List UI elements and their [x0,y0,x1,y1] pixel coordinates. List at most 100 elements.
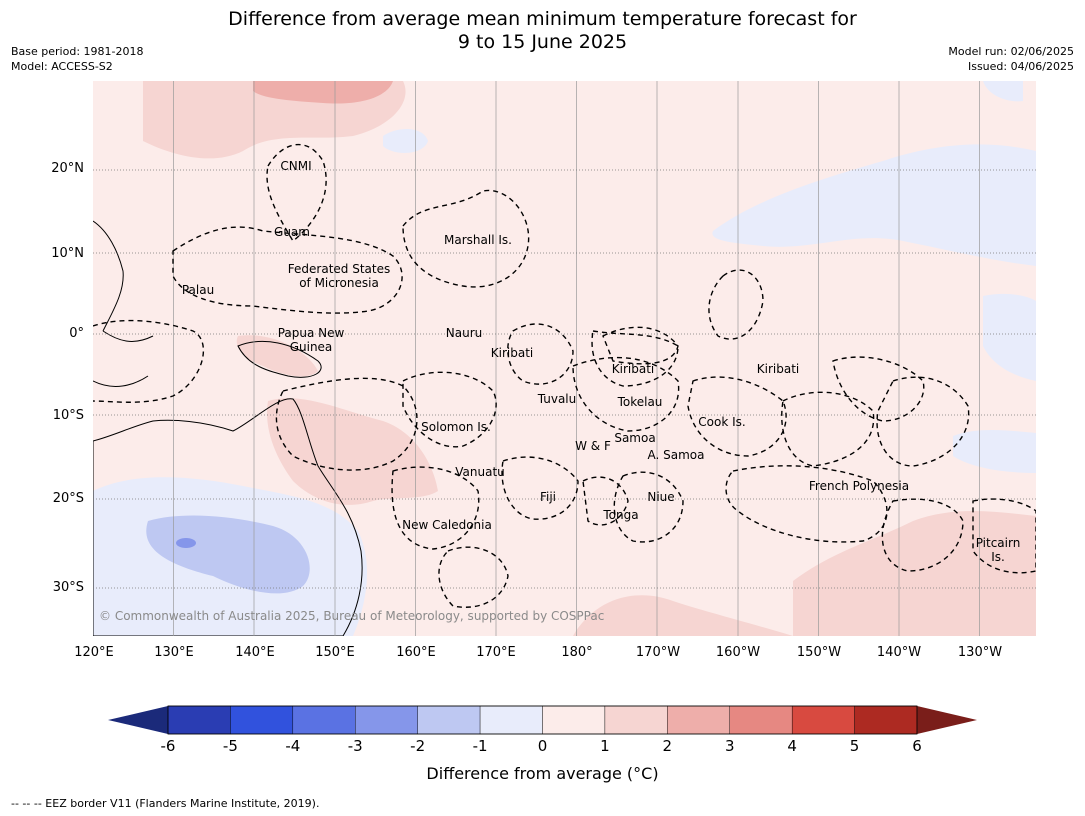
colorbar-tick-label: -6 [160,737,176,755]
colorbar-cell [167,705,231,735]
lon-label-130e: 130°E [154,645,194,660]
lon-label-140w: 140°W [876,645,922,660]
colorbar-cell [667,705,730,735]
anomaly-1-2-png [236,335,318,377]
place-niue: Niue [647,490,675,504]
place-png-line-1: Papua New [277,326,345,340]
colorbar-tick-label: 2 [662,737,673,755]
place-solomon-islands: Solomon Is. [421,420,491,434]
lon-label-140e: 140°E [235,645,275,660]
place-kiribati-central: Kiribati [611,362,655,376]
lon-label-170e: 170°E [476,645,516,660]
coastline-new-guinea [237,340,322,378]
place-fsm-line-1: Federated States [287,262,391,276]
place-tonga: Tonga [603,508,639,522]
colorbar-tick-label: -3 [347,737,363,755]
base-period: Base period: 1981-2018 [11,45,144,58]
place-pitcairn: Pitcairn Is. [976,536,1021,564]
lat-label-0: 0° [69,326,84,341]
meta-left: Base period: 1981-2018 Model: ACCESS-S2 [11,44,143,74]
lat-label-10s: 10°S [52,408,84,423]
title-line-2: 9 to 15 June 2025 [457,31,628,53]
colorbar-tick-label: 6 [912,737,922,755]
colorbar-tick-label: -1 [472,737,488,755]
colorbar-cell [604,705,668,735]
place-guam: Guam [274,225,310,239]
colorbar-tick-label: 3 [724,737,735,755]
colorbar-outline [167,705,918,735]
place-vanuatu: Vanuatu [455,465,505,479]
place-fsm: Federated States of Micronesia [288,262,390,290]
lon-label-180: 180° [561,645,593,660]
map-canvas [93,81,1036,636]
lat-label-10n: 10°N [51,246,84,261]
place-fiji: Fiji [539,490,557,504]
colorbar-tick-label: 5 [849,737,860,755]
colorbar-cell [230,705,294,735]
place-pitcairn-line-2: Is. [991,550,1005,564]
anomaly-1-2-pitcairn [793,511,1036,636]
copyright-notice: © Commonwealth of Australia 2025, Bureau… [99,609,605,623]
colorbar-cells [167,705,918,735]
map-area [93,81,1036,636]
eez-footnote: -- -- -- EEZ border V11 (Flanders Marine… [11,797,320,810]
model-name: Model: ACCESS-S2 [11,60,113,73]
lon-label-150w: 150°W [796,645,842,660]
title-line-1: Difference from average mean minimum tem… [228,8,857,30]
coastline-asia [93,220,154,387]
coastline-australia [93,398,363,636]
latitude-gridlines [93,169,1036,589]
meta-right: Model run: 02/06/2025 Issued: 04/06/2025 [948,44,1074,74]
place-samoa: Samoa [614,431,656,445]
colorbar-cell [791,705,855,735]
anomaly-cool-ne [983,81,1023,102]
lon-label-150e: 150°E [315,645,355,660]
lat-label-20n: 20°N [51,161,84,176]
place-tuvalu: Tuvalu [537,392,577,406]
place-new-caledonia: New Caledonia [402,518,492,532]
lon-label-120e: 120°E [74,645,114,660]
colorbar-tick-label: -5 [222,737,238,755]
colorbar-extend-low [108,706,168,734]
anomaly-cool-2 [146,515,310,594]
colorbar-cell [542,705,606,735]
colorbar-tick-label: 0 [537,737,548,755]
colorbar-tick-label: 1 [600,737,610,755]
place-french-polynesia: French Polynesia [808,479,910,493]
place-wallis-futuna: W & F [575,439,611,453]
place-tokelau: Tokelau [617,395,663,409]
colorbar-tick-label: -4 [285,737,301,755]
place-png-line-2: Guinea [289,340,333,354]
place-fsm-line-2: of Micronesia [299,276,379,290]
anomaly-cool-east-2 [953,429,1036,473]
colorbar-extend-high [917,706,977,734]
lat-label-30s: 30°S [52,580,84,595]
anomaly-cool-east [983,293,1036,381]
place-cook-islands: Cook Is. [698,415,746,429]
place-palau: Palau [181,283,215,297]
anomaly-1-2-coral-sea [267,398,438,505]
anomaly-2-3-north [253,81,393,104]
colorbar-cell [292,705,356,735]
place-kiribati-east: Kiribati [756,362,800,376]
issued-date: Issued: 04/06/2025 [967,60,1074,73]
colorbar-tick-label: 4 [787,737,797,755]
place-cnmi: CNMI [280,159,312,173]
lon-label-160w: 160°W [715,645,761,660]
lon-label-170w: 170°W [635,645,681,660]
model-run: Model run: 02/06/2025 [948,45,1074,58]
colorbar-cell [729,705,793,735]
anomaly-cool-3 [176,538,196,548]
colorbar-cell [355,705,418,735]
place-png: Papua New Guinea [278,326,345,354]
lon-label-160e: 160°E [396,645,436,660]
place-american-samoa: A. Samoa [647,448,705,462]
colorbar-label: Difference from average (°C) [426,764,659,783]
place-pitcairn-line-1: Pitcairn [975,536,1021,550]
colorbar [108,705,977,735]
eez-borders [93,144,1036,608]
place-nauru: Nauru [445,326,483,340]
colorbar-tick-label: -2 [410,737,426,755]
map-title: Difference from average mean minimum tem… [170,8,915,54]
lat-label-20s: 20°S [52,491,84,506]
